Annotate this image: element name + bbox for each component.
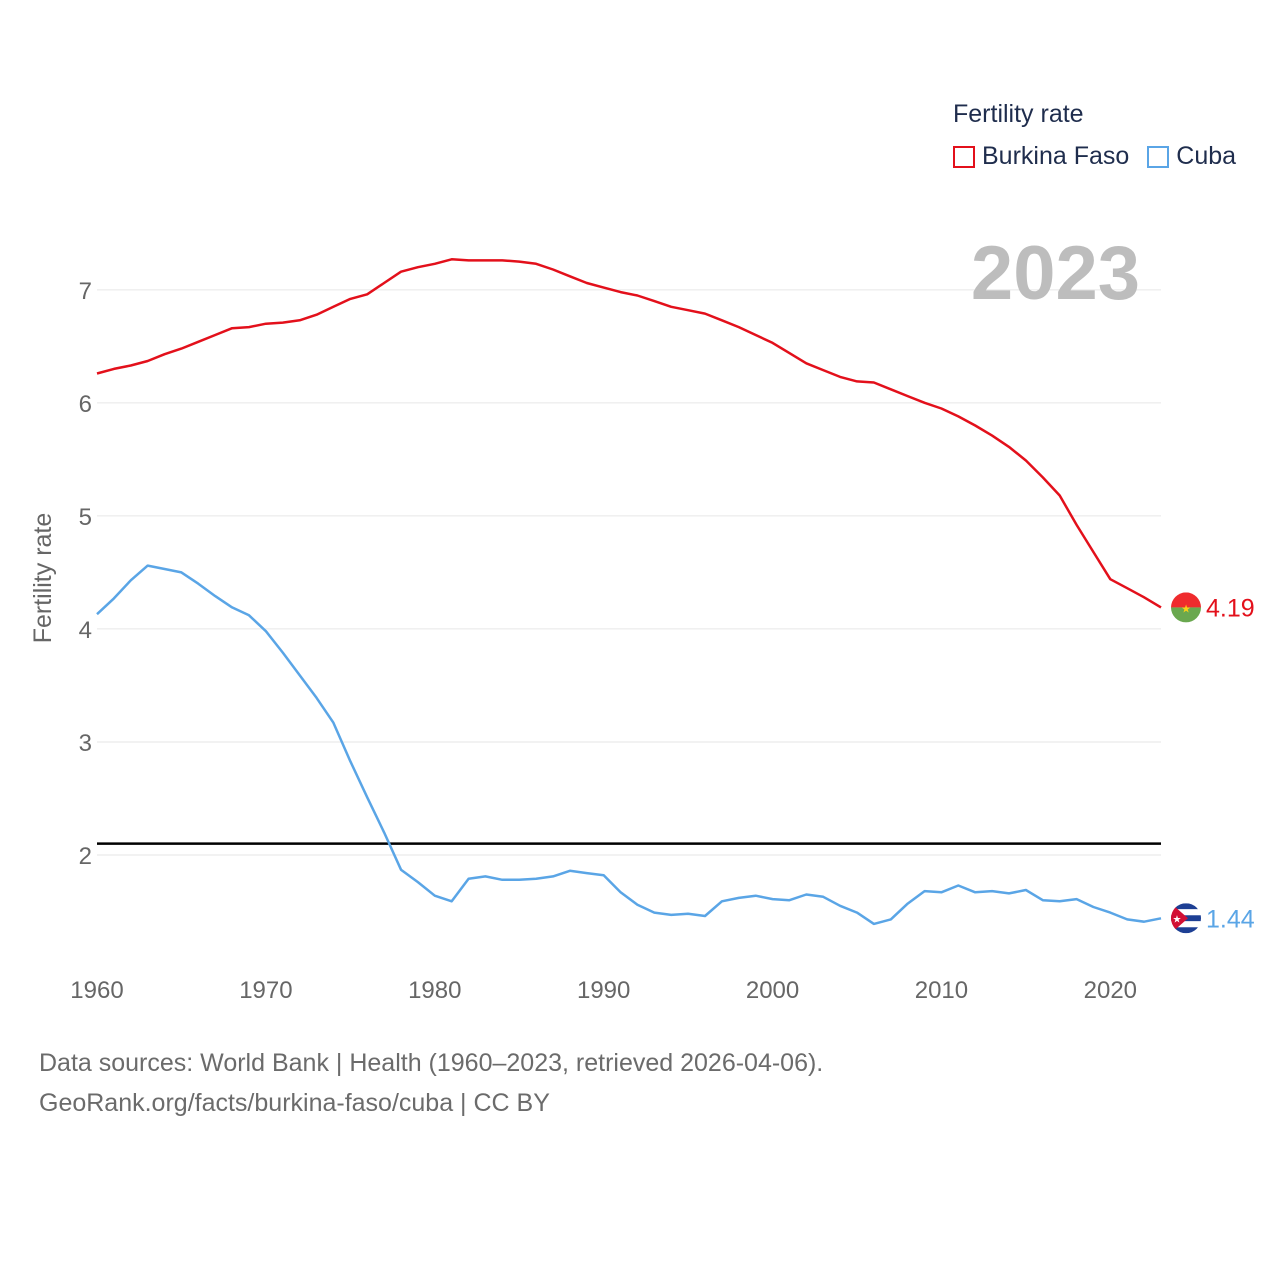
x-tick-1970: 1970 bbox=[239, 977, 292, 1004]
y-tick-2: 2 bbox=[79, 843, 92, 870]
legend-item-cuba[interactable]: Cuba bbox=[1147, 142, 1236, 171]
legend-label-burkina-faso: Burkina Faso bbox=[982, 142, 1130, 170]
legend-label-cuba: Cuba bbox=[1176, 142, 1237, 170]
x-tick-1990: 1990 bbox=[577, 977, 630, 1004]
y-tick-4: 4 bbox=[79, 617, 92, 644]
series-line-burkina-faso bbox=[96, 258, 1162, 609]
svg-text:★: ★ bbox=[1173, 914, 1182, 925]
footer: Data sources: World Bank | Health (1960–… bbox=[39, 1043, 823, 1123]
x-axis-ticks: 1960 1970 1980 1990 2000 2010 2020 bbox=[70, 977, 1137, 1004]
x-tick-2000: 2000 bbox=[746, 977, 799, 1004]
legend-title: Fertility rate bbox=[953, 100, 1084, 128]
series-lines bbox=[96, 258, 1162, 926]
footer-sources: Data sources: World Bank | Health (1960–… bbox=[39, 1049, 824, 1077]
legend-swatch-burkina-faso bbox=[953, 145, 975, 168]
flag-cuba: ★ bbox=[1171, 903, 1201, 934]
y-tick-5: 5 bbox=[79, 504, 92, 531]
y-axis-ticks: 2 3 4 5 6 7 bbox=[79, 278, 92, 870]
x-tick-1980: 1980 bbox=[408, 977, 461, 1004]
x-tick-2010: 2010 bbox=[915, 977, 968, 1004]
y-tick-7: 7 bbox=[79, 278, 92, 305]
end-label-cuba: 1.44 bbox=[1206, 905, 1255, 933]
y-tick-3: 3 bbox=[79, 730, 92, 757]
grid-lines bbox=[97, 289, 1161, 856]
svg-text:★: ★ bbox=[1181, 602, 1191, 615]
x-tick-1960: 1960 bbox=[70, 977, 123, 1004]
end-label-burkina-faso: 4.19 bbox=[1206, 594, 1255, 622]
year-label: 2023 bbox=[971, 231, 1140, 316]
flag-burkina-faso: ★ bbox=[1171, 592, 1201, 623]
end-markers: ★ 4.19 ★ 1.44 bbox=[1171, 592, 1255, 934]
legend: Burkina Faso Cuba bbox=[953, 142, 1254, 171]
legend-item-burkina-faso[interactable]: Burkina Faso bbox=[953, 142, 1129, 171]
x-tick-2020: 2020 bbox=[1084, 977, 1137, 1004]
y-axis-label: Fertility rate bbox=[29, 513, 57, 644]
y-tick-6: 6 bbox=[79, 391, 92, 418]
footer-link[interactable]: GeoRank.org/facts/burkina-faso/cuba | CC… bbox=[39, 1089, 550, 1117]
legend-swatch-cuba bbox=[1147, 145, 1170, 168]
series-line-cuba bbox=[96, 564, 1162, 926]
